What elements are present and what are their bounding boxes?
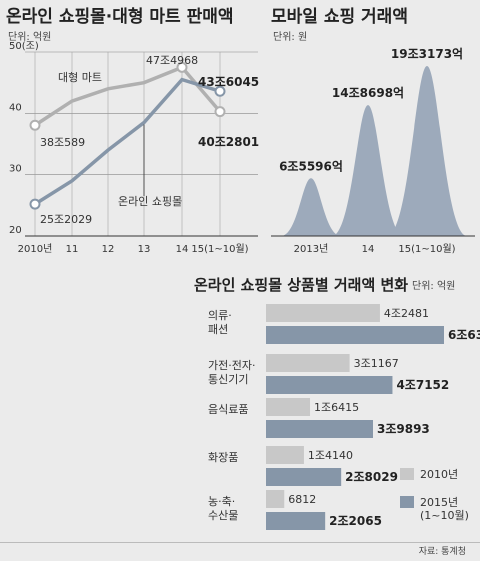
data-point [176, 61, 188, 73]
y-tick-label: 20 [9, 225, 22, 236]
chart-title: 온라인 쇼핑몰·대형 마트 판매액 [6, 6, 234, 27]
area-peak [387, 65, 467, 236]
area-peak [281, 178, 341, 236]
y-unit-label: 50(조) [9, 41, 39, 52]
bar [266, 354, 350, 372]
x-tick-label: 13 [138, 244, 151, 255]
x-tick-label: 14 [176, 244, 189, 255]
data-label: 6조5596억 [279, 159, 343, 173]
x-tick-label: 12 [102, 244, 115, 255]
source-note: 자료: 통계청 [418, 547, 466, 557]
data-point [29, 198, 41, 210]
data-label: 6812 [288, 493, 316, 506]
series-name-label: 대형 마트 [58, 71, 102, 84]
x-tick-label: 2013년 [294, 243, 329, 255]
data-label: 1조4140 [308, 449, 353, 462]
x-tick-label: 15(1~10월) [398, 243, 455, 255]
bar [266, 490, 285, 508]
legend-swatch [400, 468, 414, 480]
bar [266, 446, 304, 464]
data-label: 6조6369 [448, 328, 480, 342]
data-label: 40조2801 [198, 135, 259, 149]
category-label: 화장품 [208, 451, 238, 464]
category-label: 음식료품 [208, 403, 248, 416]
bar [266, 376, 393, 394]
bar [266, 468, 342, 486]
chart-unit: 단위: 원 [273, 30, 307, 43]
chart-title: 모바일 쇼핑 거래액 [271, 7, 408, 27]
footer-divider [0, 542, 480, 543]
x-tick-label: 14 [362, 244, 375, 255]
data-label: 4조7152 [396, 378, 449, 392]
data-label: 38조589 [40, 136, 85, 149]
legend-label: 2010년 [420, 468, 458, 481]
y-tick-label: 40 [9, 102, 22, 113]
legend-swatch [400, 496, 414, 508]
series-name-label: 온라인 쇼핑몰 [118, 195, 182, 208]
data-point [214, 106, 226, 118]
area-peak [332, 105, 404, 236]
data-label: 47조4968 [146, 54, 198, 67]
data-point [214, 85, 226, 97]
category-label: 의류· 패션 [208, 309, 232, 336]
data-label: 25조2029 [40, 213, 92, 226]
series-line [34, 77, 221, 206]
data-label: 3조9893 [377, 422, 430, 436]
series-line [34, 65, 222, 127]
data-label: 19조3173억 [391, 47, 463, 61]
category-label: 농·축· 수산물 [208, 495, 238, 522]
data-point [29, 119, 41, 131]
data-label: 1조6415 [314, 401, 359, 414]
bar [266, 326, 444, 344]
data-label: 2조8029 [345, 470, 398, 484]
bar [266, 420, 373, 438]
x-tick-label: 15(1~10월) [191, 243, 248, 255]
bar [266, 304, 380, 322]
bar [266, 512, 326, 530]
chart-unit: 단위: 억원 [8, 30, 51, 43]
category-label: 가전·전자· 통신기기 [208, 359, 255, 386]
x-tick-label: 2010년 [18, 243, 53, 255]
chart-unit: 단위: 억원 [412, 279, 455, 292]
chart-title: 온라인 쇼핑몰 상품별 거래액 변화 [194, 276, 408, 294]
data-label: 43조6045 [198, 75, 259, 89]
legend-label: 2015년 (1~10월) [420, 496, 469, 522]
data-label: 2조2065 [329, 514, 382, 528]
data-label: 4조2481 [384, 307, 429, 320]
x-tick-label: 11 [66, 244, 79, 255]
data-label: 3조1167 [354, 357, 399, 370]
bar [266, 398, 311, 416]
y-tick-label: 30 [9, 164, 22, 175]
data-label: 14조8698억 [332, 86, 404, 100]
